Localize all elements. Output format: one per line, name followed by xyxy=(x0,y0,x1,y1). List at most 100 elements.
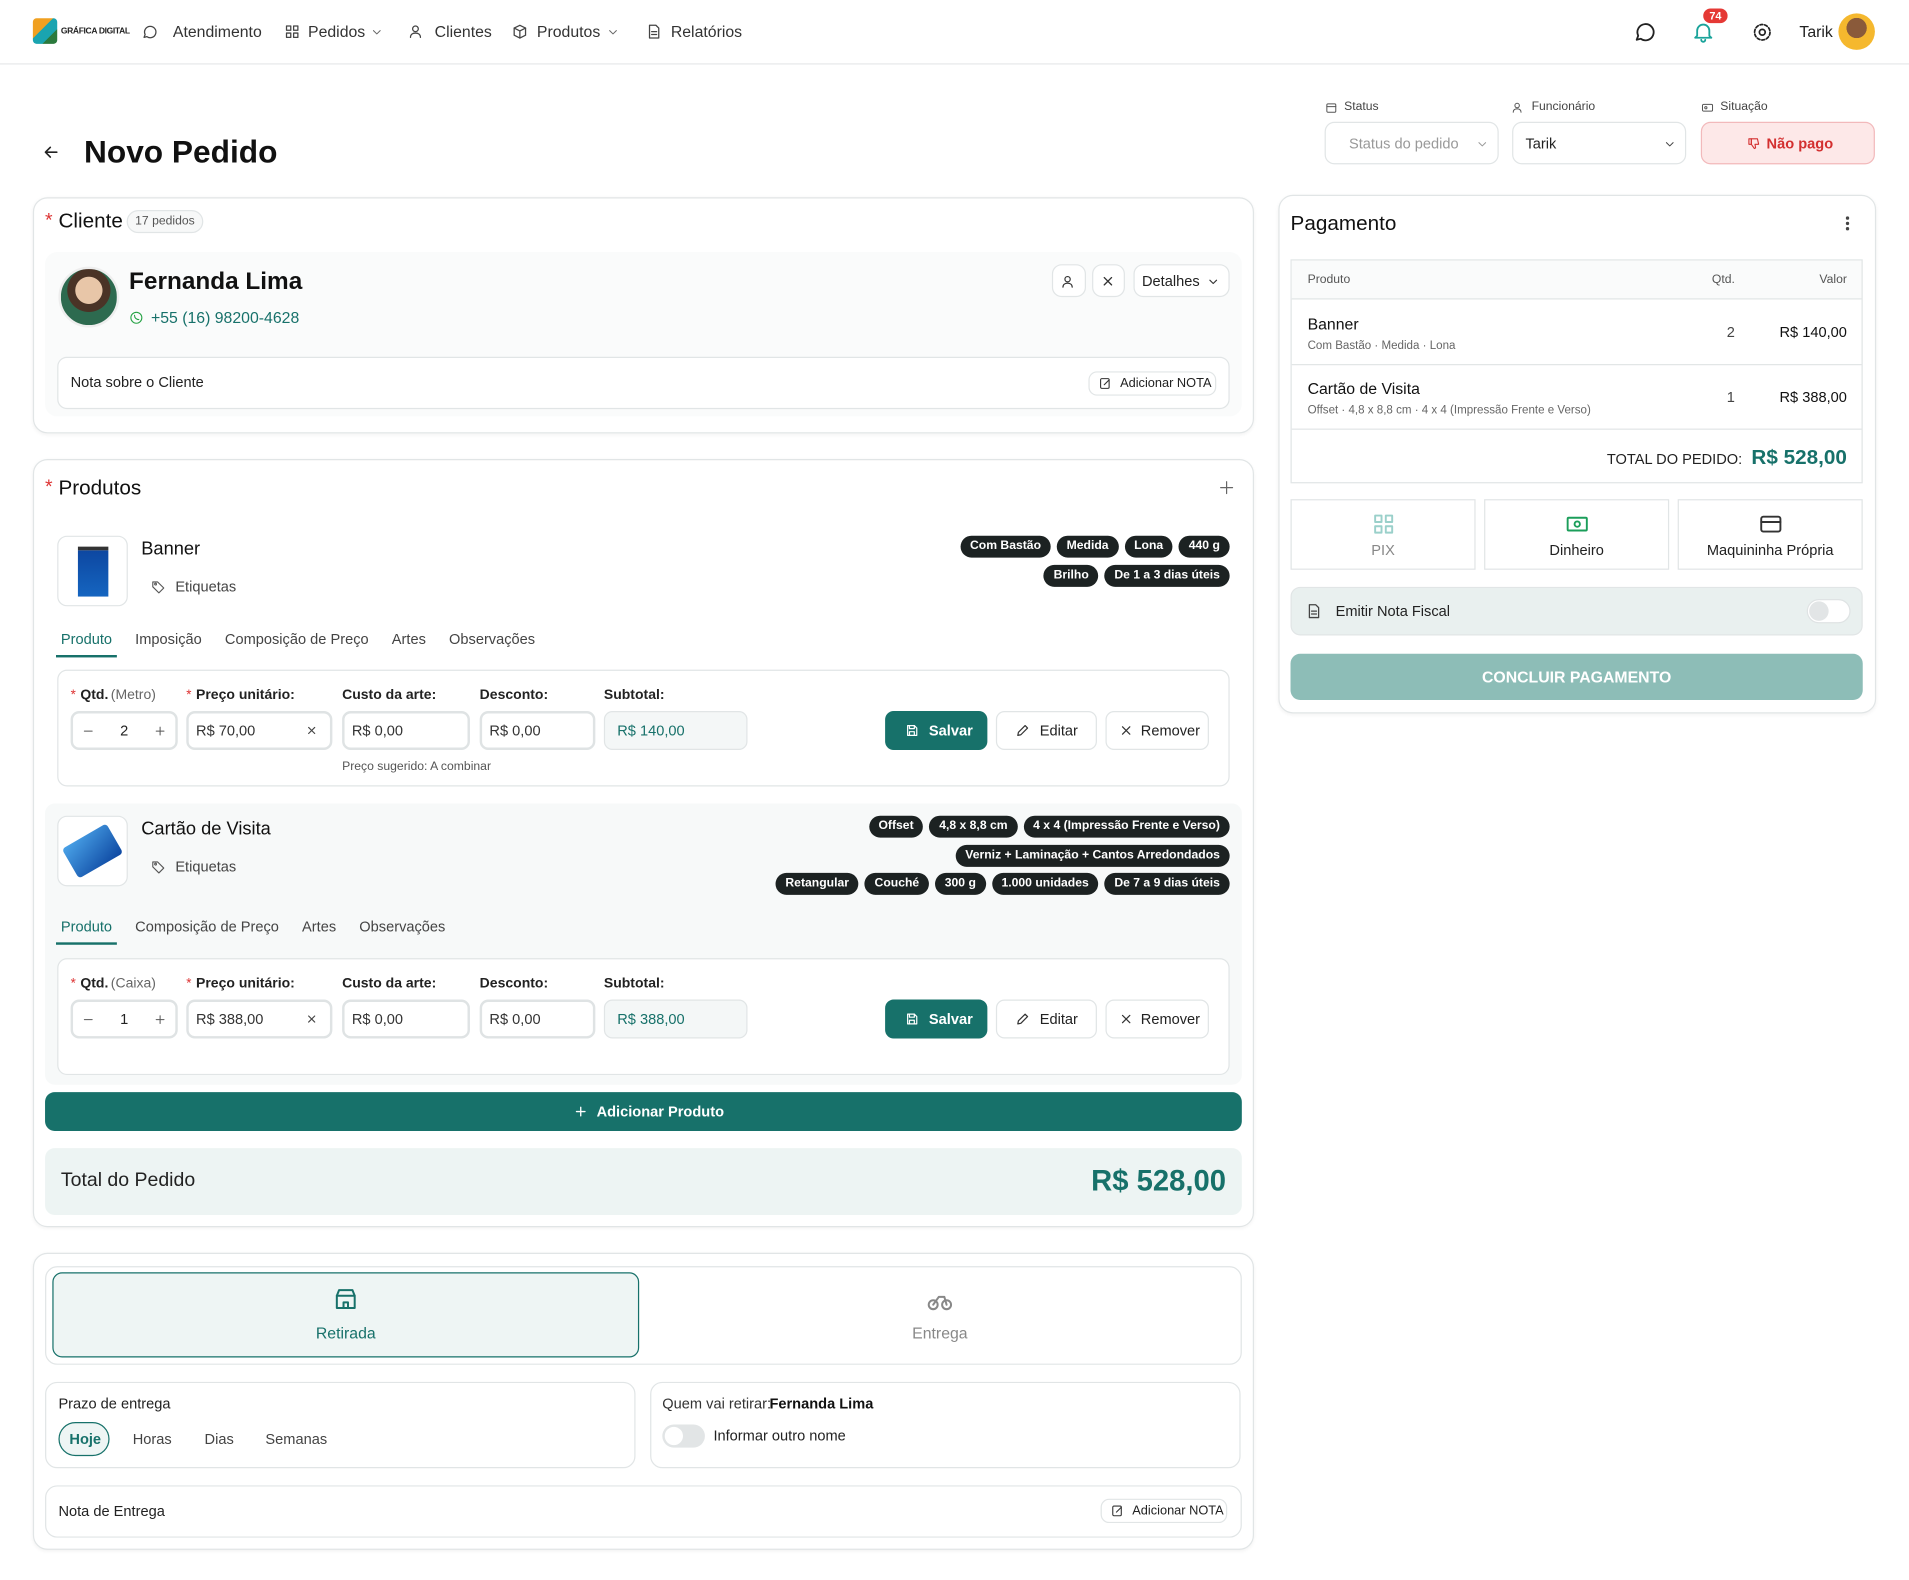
add-product-label: Adicionar Produto xyxy=(596,1103,724,1121)
tab[interactable]: Composição de Preço xyxy=(135,917,279,936)
mode-option-selected[interactable] xyxy=(52,1272,640,1358)
icon-part xyxy=(130,311,143,324)
deadline-option[interactable]: Horas xyxy=(132,1430,172,1448)
action-button[interactable] xyxy=(885,711,988,750)
action-button[interactable] xyxy=(1105,999,1209,1039)
input-field[interactable] xyxy=(186,999,333,1039)
add-note-button[interactable] xyxy=(1088,371,1217,396)
mode-option[interactable] xyxy=(643,1272,1237,1357)
icon-part xyxy=(1703,105,1707,109)
tab-bar: Produto Composição de Preço Artes Observaçõ… xyxy=(56,914,450,945)
tab[interactable]: Artes xyxy=(302,917,337,936)
toggle-label: Informar outro nome xyxy=(713,1426,846,1444)
whatsapp-icon xyxy=(130,311,143,324)
nav-item[interactable]: Relatórios xyxy=(670,22,743,41)
tab[interactable]: Composição de Preço xyxy=(224,630,369,648)
icon-part xyxy=(1845,226,1849,230)
icon-part xyxy=(1121,1014,1131,1024)
deadline-option[interactable]: Hoje xyxy=(69,1430,102,1448)
situation-icon xyxy=(1748,138,1760,150)
nav-chevron xyxy=(372,29,381,34)
chip-row: Com Bastão Medida Lona 440 g xyxy=(960,535,1230,558)
tags-label[interactable]: Etiquetas xyxy=(175,578,237,596)
tab[interactable]: Produto xyxy=(56,627,117,658)
nav-item[interactable]: Clientes xyxy=(434,22,492,41)
payment-method[interactable] xyxy=(1290,499,1476,570)
tab[interactable]: Artes xyxy=(391,630,426,648)
user-avatar xyxy=(1838,13,1875,50)
icon-part xyxy=(513,27,527,39)
toggle-knob xyxy=(1809,601,1829,621)
back-button xyxy=(44,146,58,158)
icon-part xyxy=(1635,23,1655,42)
tab[interactable]: Produto xyxy=(56,914,117,945)
action-button[interactable] xyxy=(995,711,1097,750)
nav-item[interactable]: Produtos xyxy=(536,22,601,41)
add-product-button[interactable] xyxy=(45,1092,1242,1132)
input-field[interactable] xyxy=(186,711,333,750)
input-field[interactable] xyxy=(479,999,596,1039)
user-name: Tarik xyxy=(1799,22,1833,41)
action-label: Editar xyxy=(1039,1010,1078,1028)
field-label: Status xyxy=(1344,100,1379,114)
action-button[interactable] xyxy=(885,999,988,1039)
situation-value: Não pago xyxy=(1766,135,1834,153)
nav-item[interactable]: Pedidos xyxy=(308,22,366,41)
status-select[interactable] xyxy=(1324,121,1499,165)
action-icon xyxy=(1121,726,1131,735)
action-icon xyxy=(907,1013,918,1025)
tab[interactable]: Imposição xyxy=(135,630,202,648)
section-title: Produtos xyxy=(58,476,142,500)
orders-badge: 17 pedidos xyxy=(126,210,204,234)
input-field[interactable] xyxy=(342,711,470,750)
tab[interactable]: Observações xyxy=(449,630,536,648)
nav-chevron xyxy=(608,29,617,34)
required-mark: * xyxy=(186,687,192,703)
action-label: Editar xyxy=(1039,721,1078,740)
icon-part xyxy=(1103,379,1110,386)
row-value: R$ 388,00 xyxy=(1779,388,1847,406)
input-field[interactable] xyxy=(479,711,596,750)
input-field[interactable] xyxy=(342,999,470,1039)
action-button[interactable] xyxy=(1105,711,1209,750)
quantity-value: 1 xyxy=(120,1010,129,1028)
payment-method[interactable] xyxy=(1484,499,1670,570)
nav-icon xyxy=(143,25,157,39)
deadline-option-selected[interactable] xyxy=(58,1422,110,1457)
submit-button[interactable] xyxy=(1290,653,1863,701)
icon-part xyxy=(1384,514,1393,523)
client-note xyxy=(57,356,1230,410)
deadline-option[interactable]: Semanas xyxy=(265,1430,328,1448)
subtotal-field xyxy=(603,999,748,1039)
input-value: R$ 70,00 xyxy=(196,721,256,740)
employee-select[interactable] xyxy=(1512,121,1687,165)
action-button[interactable] xyxy=(995,999,1097,1039)
details-button[interactable] xyxy=(1133,264,1230,298)
situation-button[interactable] xyxy=(1700,121,1875,165)
payment-method[interactable] xyxy=(1677,499,1863,570)
column-header: Valor xyxy=(1819,273,1847,287)
pickup-name: Fernanda Lima xyxy=(769,1395,874,1413)
tab[interactable]: Observações xyxy=(359,917,446,936)
field-label: Qtd. xyxy=(80,976,109,992)
note-label: Nota de Entrega xyxy=(58,1502,165,1520)
icon-part xyxy=(932,1295,948,1306)
nav-icon xyxy=(409,25,422,38)
edit-client-icon xyxy=(1061,275,1073,288)
chip-row: Retangular Couché 300 g 1.000 unidades De 7 … xyxy=(775,872,1230,895)
logo-mark xyxy=(32,18,58,44)
tags-label[interactable]: Etiquetas xyxy=(175,858,237,876)
add-note-icon xyxy=(1100,378,1110,389)
nav-item[interactable]: Atendimento xyxy=(172,22,262,41)
payment-method-icon xyxy=(1373,514,1393,533)
field-label: Custo da arte: xyxy=(342,976,437,992)
icon-part xyxy=(292,32,299,38)
tag-icon xyxy=(152,581,165,594)
icon-part xyxy=(155,1014,164,1024)
product-name: Cartão de Visita xyxy=(141,818,271,840)
deadline-option[interactable]: Dias xyxy=(204,1430,234,1448)
invoice-bar xyxy=(1290,586,1863,636)
icon-part xyxy=(1512,107,1521,113)
